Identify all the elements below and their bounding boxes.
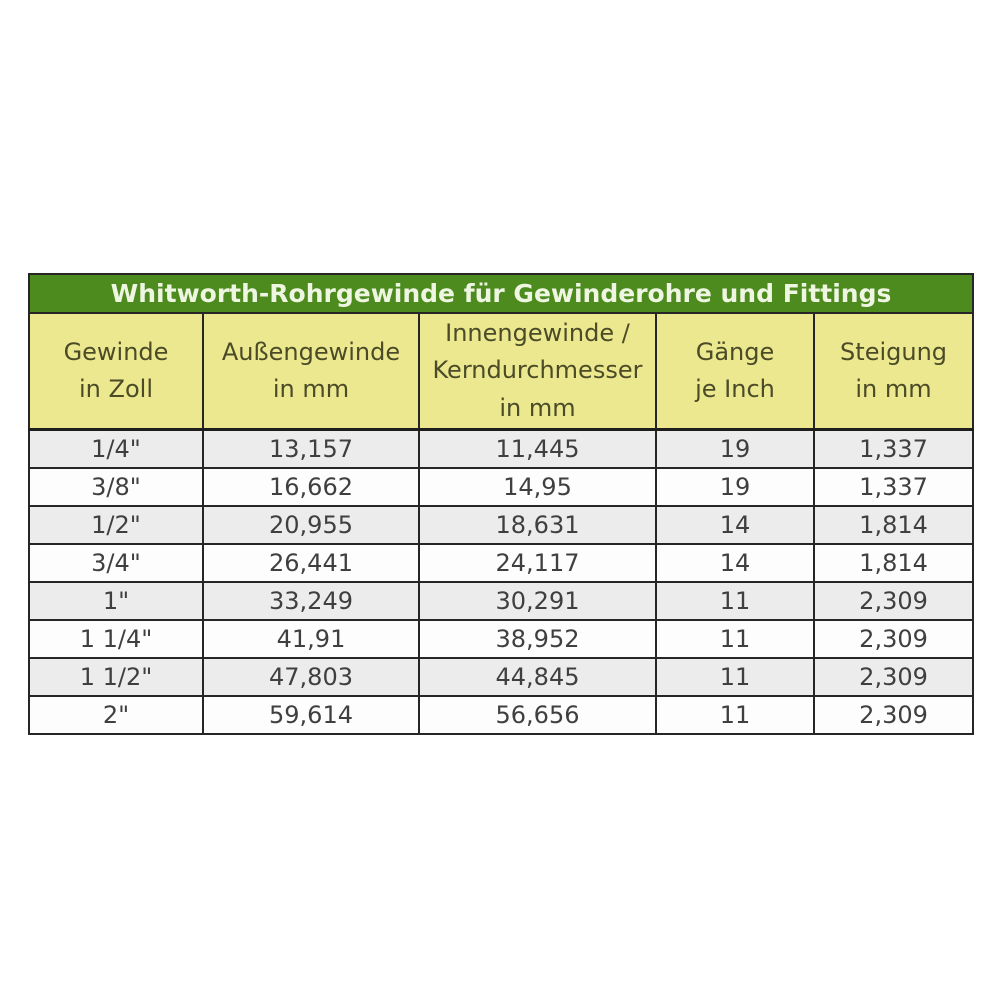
header-row: Gewinde in Zoll Außengewinde in mm Innen…: [28, 312, 975, 431]
cell-gaenge: 11: [655, 695, 815, 735]
cell-steigung: 2,309: [812, 695, 975, 735]
cell-aussengewinde: 59,614: [202, 695, 420, 735]
cell-gaenge: 19: [655, 467, 815, 507]
cell-gewinde: 1 1/4": [28, 619, 204, 659]
table-row: 1/4" 13,157 11,445 19 1,337: [28, 428, 975, 469]
cell-innengewinde: 14,95: [418, 467, 657, 507]
cell-steigung: 1,814: [812, 543, 975, 583]
cell-innengewinde: 38,952: [418, 619, 657, 659]
cell-aussengewinde: 13,157: [202, 428, 420, 469]
column-header-innengewinde: Innengewinde / Kerndurchmesser in mm: [418, 312, 657, 431]
cell-gewinde: 1": [28, 581, 204, 621]
cell-gaenge: 19: [655, 428, 815, 469]
cell-gewinde: 3/8": [28, 467, 204, 507]
cell-innengewinde: 11,445: [418, 428, 657, 469]
cell-aussengewinde: 33,249: [202, 581, 420, 621]
cell-gaenge: 14: [655, 543, 815, 583]
cell-gewinde: 2": [28, 695, 204, 735]
cell-steigung: 1,337: [812, 467, 975, 507]
cell-gaenge: 14: [655, 505, 815, 545]
cell-gewinde: 1/2": [28, 505, 204, 545]
cell-steigung: 2,309: [812, 619, 975, 659]
table-row: 3/8" 16,662 14,95 19 1,337: [28, 467, 975, 507]
table-title: Whitworth-Rohrgewinde für Gewinderohre u…: [27, 273, 975, 314]
table-row: 3/4" 26,441 24,117 14 1,814: [28, 543, 975, 583]
cell-steigung: 2,309: [812, 581, 975, 621]
column-header-aussengewinde: Außengewinde in mm: [202, 312, 420, 431]
cell-aussengewinde: 16,662: [202, 467, 420, 507]
cell-aussengewinde: 41,91: [202, 619, 420, 659]
cell-gaenge: 11: [655, 581, 815, 621]
table-row: 1 1/2" 47,803 44,845 11 2,309: [28, 657, 975, 697]
cell-gaenge: 11: [655, 619, 815, 659]
cell-steigung: 1,814: [812, 505, 975, 545]
cell-gewinde: 1/4": [28, 428, 204, 469]
column-header-gewinde-in-zoll: Gewinde in Zoll: [28, 312, 204, 431]
column-header-steigung: Steigung in mm: [812, 312, 975, 431]
cell-innengewinde: 44,845: [418, 657, 657, 697]
column-header-gaenge-je-inch: Gänge je Inch: [655, 312, 815, 431]
table-row: 1/2" 20,955 18,631 14 1,814: [28, 505, 975, 545]
title-row: Whitworth-Rohrgewinde für Gewinderohre u…: [27, 273, 975, 314]
table-row: 1" 33,249 30,291 11 2,309: [28, 581, 975, 621]
table-row: 2" 59,614 56,656 11 2,309: [28, 695, 975, 735]
cell-gaenge: 11: [655, 657, 815, 697]
cell-innengewinde: 24,117: [418, 543, 657, 583]
cell-steigung: 2,309: [812, 657, 975, 697]
cell-gewinde: 3/4": [28, 543, 204, 583]
cell-aussengewinde: 26,441: [202, 543, 420, 583]
cell-steigung: 1,337: [812, 428, 975, 469]
cell-innengewinde: 56,656: [418, 695, 657, 735]
cell-innengewinde: 30,291: [418, 581, 657, 621]
thread-table: Whitworth-Rohrgewinde für Gewinderohre u…: [27, 273, 975, 735]
cell-innengewinde: 18,631: [418, 505, 657, 545]
cell-aussengewinde: 20,955: [202, 505, 420, 545]
cell-aussengewinde: 47,803: [202, 657, 420, 697]
table-row: 1 1/4" 41,91 38,952 11 2,309: [28, 619, 975, 659]
cell-gewinde: 1 1/2": [28, 657, 204, 697]
